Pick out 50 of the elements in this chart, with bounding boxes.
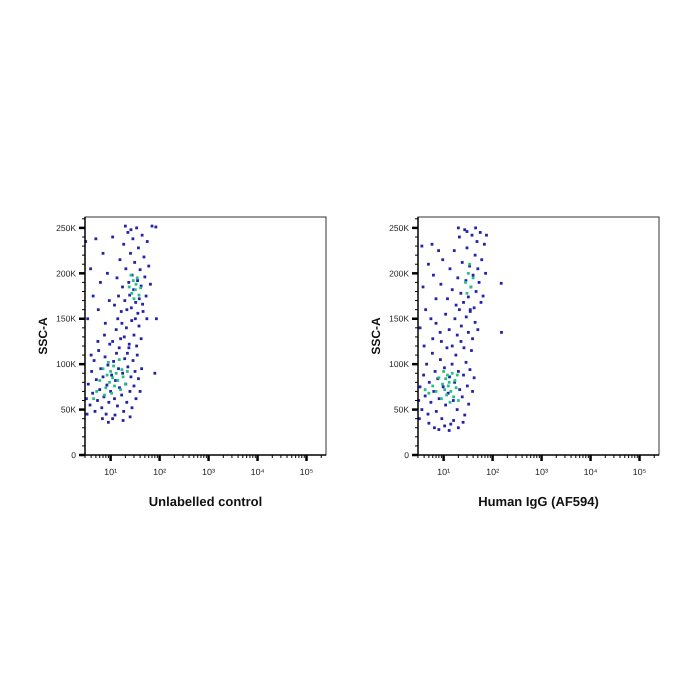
point	[113, 384, 116, 388]
point	[104, 386, 108, 390]
y-tick-label: 150K	[56, 314, 76, 324]
point	[109, 370, 112, 373]
point	[452, 395, 456, 398]
point	[102, 367, 104, 370]
x-tick-label: 10³	[202, 467, 216, 477]
y-tick-label: 50K	[394, 404, 410, 415]
x-tick-label: 10³	[535, 467, 548, 477]
x-axis-title: Human IgG (AF594)	[478, 494, 599, 509]
point	[120, 368, 124, 372]
x-axis-title: Unlabelled control	[148, 494, 262, 509]
point	[456, 374, 459, 376]
point	[444, 377, 448, 380]
point	[446, 384, 450, 388]
point	[443, 388, 446, 391]
y-tick-label: 150K	[389, 314, 410, 324]
x-tick-label: 10⁴	[250, 467, 265, 477]
point	[128, 286, 131, 288]
x-tick-label: 10⁵	[300, 467, 314, 477]
x-tick-label: 10¹	[104, 467, 118, 477]
y-tick-label: 100K	[56, 359, 76, 370]
point	[442, 370, 446, 373]
point	[441, 382, 444, 386]
y-tick-label: 200K	[389, 268, 410, 278]
point	[116, 379, 120, 382]
point	[106, 374, 109, 376]
y-tick-label: 100K	[389, 359, 410, 370]
y-tick-label: 0	[404, 450, 410, 460]
y-axis-title: SSC-A	[36, 317, 50, 355]
x-tick-label: 10²	[153, 467, 166, 477]
y-tick-label: 200K	[56, 268, 76, 278]
y-tick-label: 50K	[60, 404, 76, 415]
y-tick-label: 250K	[389, 222, 410, 233]
point	[111, 376, 114, 380]
point	[118, 358, 121, 362]
x-tick-label: 10²	[486, 467, 500, 477]
x-tick-label: 10⁴	[584, 467, 598, 477]
x-tick-label: 10¹	[437, 467, 450, 477]
y-axis-title: SSC-A	[369, 317, 383, 355]
point	[106, 360, 110, 364]
y-tick-label: 250K	[56, 222, 76, 233]
point	[108, 380, 111, 384]
y-tick-label: 0	[71, 450, 76, 460]
point	[122, 375, 125, 378]
point	[132, 279, 135, 282]
x-tick-label: 10⁵	[632, 467, 647, 477]
point	[454, 386, 458, 390]
point	[112, 364, 115, 368]
point	[449, 390, 452, 393]
